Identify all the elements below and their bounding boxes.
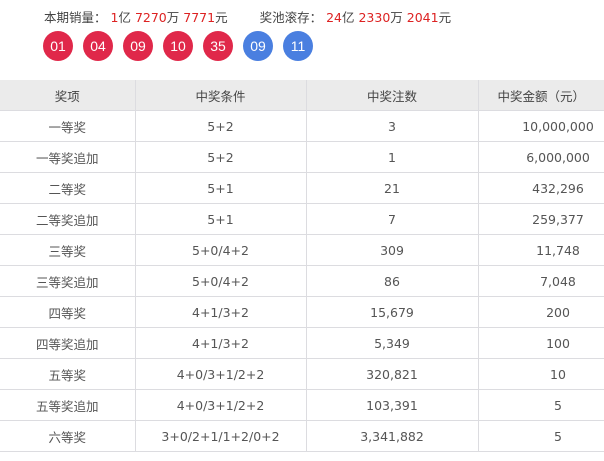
table-row: 四等奖 4+1/3+2 15,679 200 [0,296,604,328]
sales-label: 本期销量： [44,10,107,25]
pool-number: 2330 [358,10,391,25]
prize-amount-cell: 11,748 [478,234,604,266]
win-condition: 4+0/3+1/2+2 [135,389,307,421]
sales-unit: 亿 [118,10,131,25]
prize-level: 二等奖追加 [0,203,136,235]
prize-level: 一等奖 [0,110,136,142]
table-row: 一等奖追加 5+2 1 6,000,000 [0,141,604,173]
winner-count: 3,341,882 [306,420,479,452]
pool-number: 24 [326,10,342,25]
prize-amount: 7,048 [540,273,576,289]
winner-count: 103,391 [306,389,479,421]
prize-amount: 200 [546,304,570,320]
front-ball: 01 [43,31,73,61]
prize-level: 五等奖 [0,358,136,390]
pool-value: 24亿 2330万 2041元 [326,10,451,25]
draw-summary: 本期销量： 1亿 7270万 7771元 奖池滚存： 24亿 2330万 204… [44,7,451,26]
prize-amount-cell: 5 [478,389,604,421]
prize-amount-cell: 200 [478,296,604,328]
pool-unit: 万 [390,10,403,25]
win-condition: 4+1/3+2 [135,296,307,328]
prize-amount: 11,748 [536,242,580,258]
prize-amount-cell: 100 [478,327,604,359]
prize-amount: 10,000,000 [522,118,594,134]
prize-level: 四等奖 [0,296,136,328]
prize-level: 一等奖追加 [0,141,136,173]
table-row: 一等奖 5+2 3 10,000,000 [0,110,604,142]
table-row: 二等奖追加 5+1 7 259,377 [0,203,604,235]
sales-number: 7270 [134,10,167,25]
front-ball: 09 [123,31,153,61]
sales-value: 1亿 7270万 7771元 [111,10,228,25]
table-row: 三等奖 5+0/4+2 309 11,748 [0,234,604,266]
table-row: 六等奖 3+0/2+1/1+2/0+2 3,341,882 5 [0,420,604,452]
prize-amount-cell: 432,296 [478,172,604,204]
win-condition: 5+2 [135,110,307,142]
front-ball: 35 [203,31,233,61]
prize-amount: 432,296 [532,180,584,196]
win-condition: 5+0/4+2 [135,234,307,266]
prize-table: 奖项 中奖条件 中奖注数 中奖金额（元） 一等奖 5+2 3 10,000,000 一等奖追加… [0,80,604,452]
prize-level: 四等奖追加 [0,327,136,359]
prize-amount: 6,000,000 [526,149,590,165]
prize-amount: 100 [546,335,570,351]
prize-level: 六等奖 [0,420,136,452]
sales-unit: 元 [215,10,228,25]
prize-amount-cell: 259,377 [478,203,604,235]
prize-amount-cell: 10,000,000 [478,110,604,142]
pool-unit: 亿 [341,10,355,25]
prize-amount: 5 [554,397,562,413]
pool-unit: 元 [438,10,452,25]
column-header: 中奖金额（元） [478,80,604,111]
front-ball: 04 [83,31,113,61]
winner-count: 5,349 [306,327,479,359]
win-condition: 4+0/3+1/2+2 [135,358,307,390]
table-row: 三等奖追加 5+0/4+2 86 7,048 [0,265,604,297]
prize-amount-cell: 5 [478,420,604,452]
winner-count: 309 [306,234,479,266]
pool-number: 2041 [406,10,439,25]
win-condition: 5+1 [135,203,307,235]
table-row: 二等奖 5+1 21 432,296 [0,172,604,204]
prize-amount-cell: 6,000,000 [478,141,604,173]
front-ball: 10 [163,31,193,61]
winner-count: 320,821 [306,358,479,390]
prize-level: 五等奖追加 [0,389,136,421]
back-ball: 11 [283,31,313,61]
prize-amount: 259,377 [532,211,584,227]
column-header: 奖项 [0,80,136,111]
prize-amount: 10 [550,366,566,382]
sales-number: 1 [110,10,119,25]
win-condition: 5+1 [135,172,307,204]
table-row: 五等奖追加 4+0/3+1/2+2 103,391 5 [0,389,604,421]
winner-count: 1 [306,141,479,173]
winning-numbers: 01 04 09 10 35 09 11 [43,31,313,61]
prize-amount-cell: 7,048 [478,265,604,297]
sales-number: 7771 [183,10,216,25]
prize-level: 三等奖 [0,234,136,266]
win-condition: 5+0/4+2 [135,265,307,297]
winner-count: 7 [306,203,479,235]
column-header: 中奖注数 [306,80,479,111]
column-header: 中奖条件 [135,80,307,111]
sales-unit: 万 [166,10,180,25]
pool-label: 奖池滚存： [259,10,323,25]
table-row: 五等奖 4+0/3+1/2+2 320,821 10 [0,358,604,390]
winner-count: 3 [306,110,479,142]
prize-amount-cell: 10 [478,358,604,390]
win-condition: 4+1/3+2 [135,327,307,359]
winner-count: 86 [306,265,479,297]
winner-count: 15,679 [306,296,479,328]
prize-amount: 5 [554,428,562,444]
winner-count: 21 [306,172,479,204]
win-condition: 5+2 [135,141,307,173]
prize-level: 三等奖追加 [0,265,136,297]
prize-level: 二等奖 [0,172,136,204]
win-condition: 3+0/2+1/1+2/0+2 [135,420,307,452]
table-row: 四等奖追加 4+1/3+2 5,349 100 [0,327,604,359]
table-header-row: 奖项 中奖条件 中奖注数 中奖金额（元） [0,80,604,111]
back-ball: 09 [243,31,273,61]
